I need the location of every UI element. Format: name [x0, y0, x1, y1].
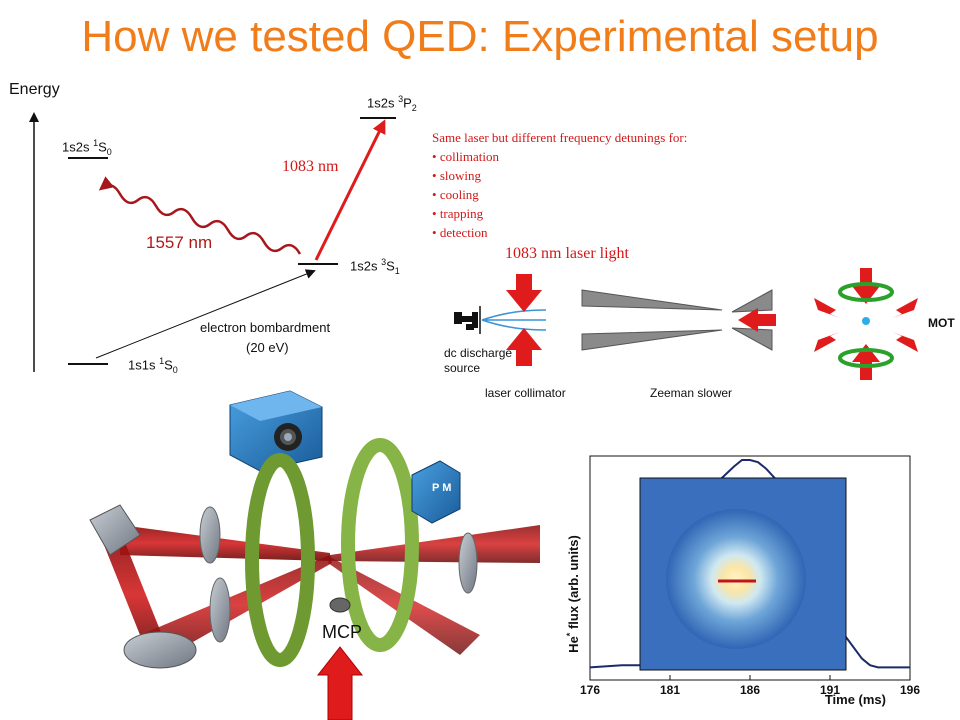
x-tick-label: 176 — [580, 683, 600, 697]
x-tick-label: 181 — [660, 683, 680, 697]
collimator-label: laser collimator — [485, 386, 566, 400]
atom-cloud-image — [666, 509, 806, 649]
optics-icon — [89, 504, 478, 669]
detuning-item-detection: detection — [432, 223, 687, 242]
energy-level-diagram — [29, 112, 396, 372]
atom-beam-icon — [481, 309, 547, 331]
label-1083nm: 1083 nm — [282, 158, 339, 175]
x-tick-label: 186 — [740, 683, 760, 697]
mot-icon — [814, 268, 918, 380]
mot-label: MOT — [928, 316, 955, 330]
mcp-detector-icon — [329, 597, 351, 613]
page-title: How we tested QED: Experimental setup — [81, 12, 879, 61]
mcp-label: MCP — [322, 622, 362, 642]
bombardment-energy-label: (20 eV) — [246, 340, 289, 355]
level-label-1s2s-3s1: 1s2s 3S1 — [350, 257, 400, 276]
detuning-item-collimation: collimation — [432, 147, 687, 166]
level-label-1s2s-1s0: 1s2s 1S0 — [62, 138, 112, 157]
magnetic-coils-icon — [245, 438, 419, 667]
collimator-laser-arrows — [506, 274, 542, 366]
x-axis-label: Time (ms) — [825, 692, 886, 707]
camera-icon — [229, 390, 323, 472]
level-label-1s2s-3p2: 1s2s 3P2 — [367, 94, 417, 113]
detuning-list: collimation slowing cooling trapping det… — [432, 147, 687, 242]
source-label: dc discharge source — [444, 346, 513, 375]
y-axis-label: He* flux (arb. units) — [565, 535, 581, 653]
arrow-1083nm — [314, 119, 386, 261]
zeeman-slower-label: Zeeman slower — [650, 386, 733, 400]
x-ticks: 176 181 186 191 196 — [580, 675, 920, 697]
detuning-item-cooling: cooling — [432, 185, 687, 204]
beamline-schematic — [454, 268, 918, 380]
photomultiplier-icon — [411, 460, 461, 524]
dc-discharge-source-icon — [454, 306, 481, 334]
bombardment-arrow — [95, 269, 316, 359]
x-tick-label: 191 — [820, 683, 840, 697]
apparatus-illustration: P M — [89, 390, 540, 720]
detuning-item-slowing: slowing — [432, 166, 687, 185]
energy-axis-label: Energy — [9, 81, 60, 98]
wavy-arrow-1557nm — [98, 176, 302, 255]
pm-label: P M — [432, 482, 451, 494]
zeeman-slower-icon — [581, 289, 776, 351]
mcp-arrow — [316, 646, 364, 720]
label-1557nm: 1557 nm — [146, 233, 213, 252]
laser-detuning-note: Same laser but different frequency detun… — [432, 128, 687, 242]
bombardment-label: electron bombardment — [200, 320, 331, 335]
laser-light-label: 1083 nm laser light — [505, 245, 629, 262]
detuning-item-trapping: trapping — [432, 204, 687, 223]
laser-note-heading: Same laser but different frequency detun… — [432, 130, 688, 145]
x-tick-label: 196 — [900, 683, 920, 697]
level-label-1s1s-1s0: 1s1s 1S0 — [128, 356, 178, 375]
flux-plot: 176 181 186 191 196 Time (ms) He* flux (arb.… — [565, 455, 920, 707]
